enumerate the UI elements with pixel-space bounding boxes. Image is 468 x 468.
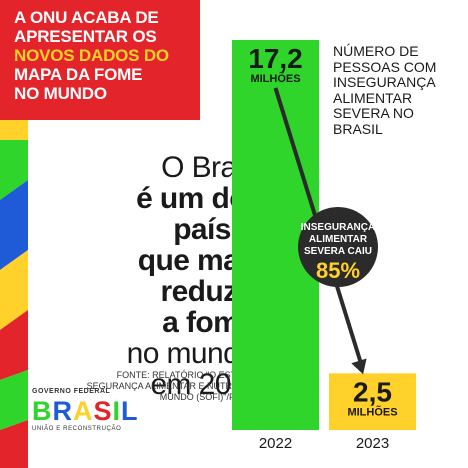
unit-label-2023: MILHÕES (347, 405, 397, 418)
statement-line-6-bold: a fome (162, 306, 256, 339)
headline-line-5: NO MUNDO (14, 84, 107, 103)
logo-letter-b: B (32, 396, 53, 426)
statement-line-7: no mundo, (126, 337, 264, 370)
decorative-stripes (0, 120, 28, 468)
logo-letter-s: S (93, 396, 113, 426)
unit-label-2022: MILHÕES (250, 72, 300, 85)
category-label-2022: 2022 (259, 435, 292, 452)
logo-letter-i: I (112, 396, 122, 426)
statement-line-4: que mais (137, 244, 264, 277)
statement-line-6-comma: , (255, 306, 263, 339)
headline-line-2: APRESENTAR OS (14, 27, 157, 46)
headline-box: A ONU ACABA DE APRESENTAR OS NOVOS DADOS… (0, 0, 200, 120)
statement-line-3: países (173, 213, 263, 246)
logo-letter-l: L (121, 396, 139, 426)
government-logo: GOVERNO FEDERAL BRASIL UNIÃO E RECONSTRU… (32, 388, 142, 456)
callout-percent: 85% (316, 258, 360, 283)
logo-wordmark: BRASIL (32, 397, 142, 425)
headline-line-3: NOVOS DADOS DO (14, 46, 169, 65)
category-label-2023: 2023 (356, 435, 389, 452)
main-statement: O Brasil é um dos países que mais reduzi… (48, 151, 264, 400)
statement-line-5: reduziu (160, 275, 264, 308)
headline-line-1: A ONU ACABA DE (14, 8, 159, 27)
headline-line-4: MAPA DA FOME (14, 65, 143, 84)
statement-line-6: a fome, (48, 307, 263, 338)
trend-arrow-head (351, 358, 367, 375)
callout-line-3: SEVERA CAIU (304, 246, 372, 257)
callout-line-1: INSEGURANÇA (301, 222, 375, 233)
logo-bottom-text: UNIÃO E RECONSTRUÇÃO (32, 426, 122, 432)
statement-line-1: O Brasil (161, 151, 263, 184)
source-note: FONTE: RELATÓRIO "O ESTADO DA SEGURANÇA … (86, 370, 270, 402)
callout-badge: INSEGURANÇA ALIMENTAR SEVERA CAIU 85% (298, 207, 378, 287)
statement-line-2: é um dos (136, 182, 263, 215)
chart-description: NÚMERO DE PESSOAS COM INSEGURANÇA ALIMEN… (333, 43, 437, 137)
bar-2023 (329, 373, 416, 430)
value-label-2022: 17,2 (248, 43, 303, 74)
logo-letter-r: R (52, 396, 73, 426)
logo-top-text: GOVERNO FEDERAL (32, 388, 111, 395)
logo-letter-a: A (73, 396, 94, 426)
callout-circle (298, 207, 378, 287)
value-label-2023: 2,5 (353, 376, 392, 407)
callout-line-2: ALIMENTAR (309, 234, 368, 245)
